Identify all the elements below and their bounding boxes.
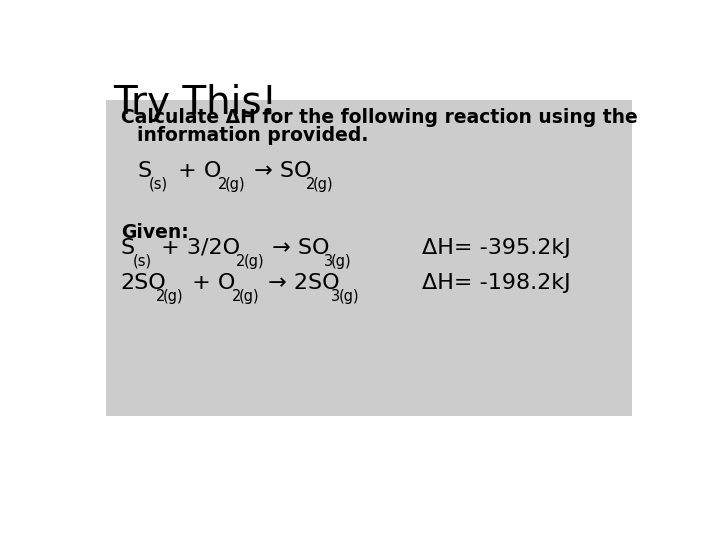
Text: 2SO: 2SO	[121, 273, 166, 293]
Text: (g): (g)	[243, 254, 264, 268]
Text: 2: 2	[156, 289, 165, 304]
Text: 2: 2	[217, 177, 227, 192]
Text: + 3/2O: + 3/2O	[154, 238, 240, 258]
Text: 2: 2	[236, 254, 246, 268]
Text: → SO: → SO	[265, 238, 330, 258]
Text: (g): (g)	[312, 177, 333, 192]
Text: (g): (g)	[163, 289, 184, 304]
Text: 3: 3	[324, 254, 333, 268]
FancyBboxPatch shape	[106, 100, 632, 416]
Text: → 2SO: → 2SO	[261, 273, 339, 293]
Text: 2: 2	[305, 177, 315, 192]
Text: ΔH= -198.2kJ: ΔH= -198.2kJ	[422, 273, 571, 293]
Text: (g): (g)	[225, 177, 246, 192]
Text: + O: + O	[171, 161, 221, 181]
Text: Calculate ΔH for the following reaction using the: Calculate ΔH for the following reaction …	[121, 109, 637, 127]
Text: Given:: Given:	[121, 223, 189, 242]
Text: S: S	[138, 161, 151, 181]
Text: (s): (s)	[149, 177, 168, 192]
Text: Try This!: Try This!	[114, 84, 278, 122]
Text: (g): (g)	[338, 289, 359, 304]
Text: + O: + O	[185, 273, 235, 293]
Text: information provided.: information provided.	[138, 126, 369, 145]
Text: (s): (s)	[132, 254, 151, 268]
Text: 2: 2	[232, 289, 241, 304]
Text: ΔH= -395.2kJ: ΔH= -395.2kJ	[422, 238, 571, 258]
Text: (g): (g)	[331, 254, 351, 268]
Text: (g): (g)	[239, 289, 260, 304]
Text: → SO: → SO	[247, 161, 311, 181]
Text: 3: 3	[331, 289, 340, 304]
Text: S: S	[121, 238, 135, 258]
